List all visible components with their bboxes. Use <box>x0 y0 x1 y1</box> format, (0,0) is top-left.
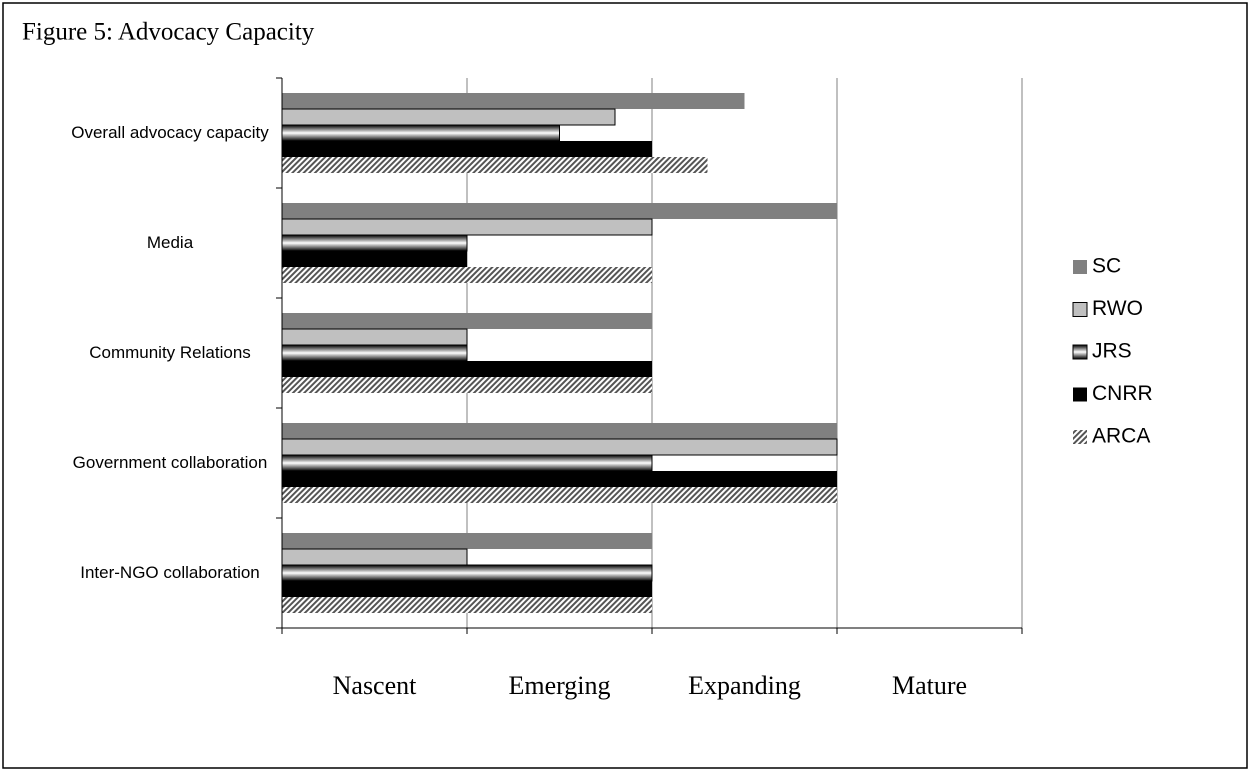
bar <box>282 533 652 549</box>
bar <box>282 361 652 377</box>
legend-label: SC <box>1092 255 1121 278</box>
bar <box>281 344 468 362</box>
bar <box>282 487 837 503</box>
bar <box>282 423 837 439</box>
legend-label: ARCA <box>1092 425 1150 448</box>
legend-swatch <box>1073 387 1087 402</box>
legend-label: CNRR <box>1092 382 1153 405</box>
level-label: Emerging <box>508 671 610 700</box>
bar <box>281 234 468 252</box>
bar <box>282 471 837 487</box>
category-label: Media <box>146 233 194 252</box>
category-label: Overall advocacy capacity <box>71 123 269 142</box>
chart-title: Figure 5: Advocacy Capacity <box>22 19 315 46</box>
bar <box>282 313 652 329</box>
level-label: Nascent <box>333 671 418 700</box>
category-label: Inter-NGO collaboration <box>80 563 260 582</box>
legend-swatch <box>1073 430 1087 444</box>
bar <box>282 93 745 109</box>
bar <box>281 438 838 456</box>
category-label: Community Relations <box>89 343 251 362</box>
bar <box>282 377 652 393</box>
bar <box>281 454 653 472</box>
bar <box>281 124 560 142</box>
category-label: Government collaboration <box>72 453 268 472</box>
bar <box>281 328 468 346</box>
bar <box>282 597 652 613</box>
bar <box>282 267 652 283</box>
legend-swatch <box>1072 302 1088 317</box>
bar <box>281 108 616 126</box>
bar <box>282 203 837 219</box>
level-label: Mature <box>892 671 967 700</box>
bar <box>282 157 708 173</box>
legend-swatch <box>1072 344 1088 360</box>
bar <box>281 548 468 566</box>
legend-swatch <box>1073 260 1087 274</box>
bar <box>282 251 467 267</box>
bar <box>282 141 652 157</box>
legend-label: JRS <box>1092 340 1132 363</box>
level-label: Expanding <box>688 671 801 700</box>
bar <box>281 564 653 582</box>
bar <box>281 218 653 236</box>
bar <box>282 581 652 597</box>
legend-label: RWO <box>1092 297 1143 320</box>
